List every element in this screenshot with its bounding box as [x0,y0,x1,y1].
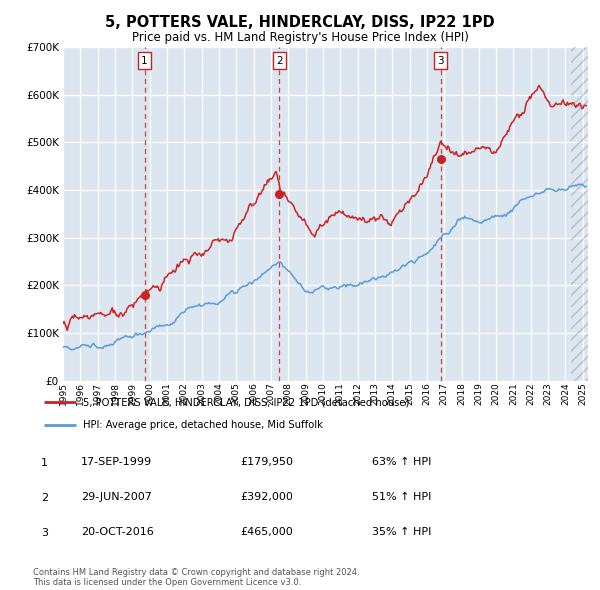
Text: 2: 2 [276,55,283,65]
Text: 20-OCT-2016: 20-OCT-2016 [81,527,154,537]
Bar [571,47,588,381]
Text: 1: 1 [41,458,48,467]
Text: 5, POTTERS VALE, HINDERCLAY, DISS, IP22 1PD: 5, POTTERS VALE, HINDERCLAY, DISS, IP22 … [105,15,495,30]
Text: Price paid vs. HM Land Registry's House Price Index (HPI): Price paid vs. HM Land Registry's House … [131,31,469,44]
Text: 3: 3 [437,55,444,65]
Text: £392,000: £392,000 [240,492,293,502]
Text: 17-SEP-1999: 17-SEP-1999 [81,457,152,467]
Text: £465,000: £465,000 [240,527,293,537]
Text: 35% ↑ HPI: 35% ↑ HPI [372,527,431,537]
Text: HPI: Average price, detached house, Mid Suffolk: HPI: Average price, detached house, Mid … [83,419,323,430]
Text: 3: 3 [41,529,48,538]
Text: 29-JUN-2007: 29-JUN-2007 [81,492,152,502]
Text: 51% ↑ HPI: 51% ↑ HPI [372,492,431,502]
Text: Contains HM Land Registry data © Crown copyright and database right 2024.
This d: Contains HM Land Registry data © Crown c… [33,568,359,587]
Text: £179,950: £179,950 [240,457,293,467]
Text: 2: 2 [41,493,48,503]
Text: 1: 1 [141,55,148,65]
Text: 63% ↑ HPI: 63% ↑ HPI [372,457,431,467]
Text: 5, POTTERS VALE, HINDERCLAY, DISS, IP22 1PD (detached house): 5, POTTERS VALE, HINDERCLAY, DISS, IP22 … [83,398,409,408]
